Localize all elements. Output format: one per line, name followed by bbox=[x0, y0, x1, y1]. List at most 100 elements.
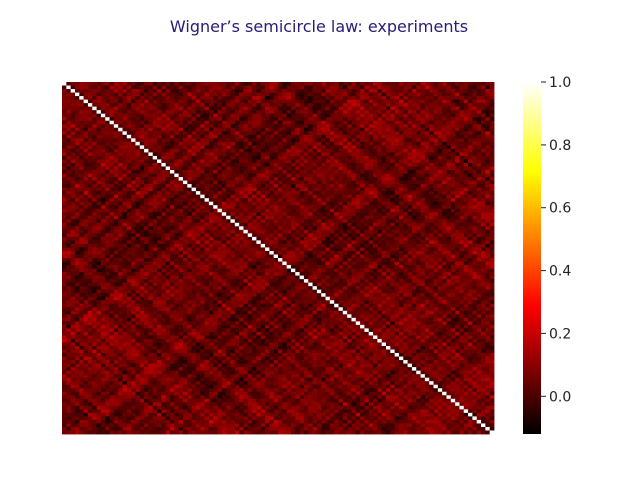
heatmap-cell bbox=[113, 110, 119, 115]
heatmap-cell bbox=[407, 222, 413, 227]
heatmap-cell bbox=[347, 159, 352, 164]
heatmap-cell bbox=[79, 254, 84, 259]
heatmap-cell bbox=[442, 247, 447, 252]
heatmap-cell bbox=[450, 138, 456, 143]
heatmap-cell bbox=[92, 247, 97, 252]
heatmap-cell bbox=[321, 110, 326, 115]
heatmap-cell bbox=[269, 85, 275, 90]
heatmap-cell bbox=[226, 159, 231, 164]
heatmap-cell bbox=[139, 155, 145, 160]
heatmap-cell bbox=[420, 138, 426, 143]
heatmap-cell bbox=[368, 250, 374, 255]
heatmap-cell bbox=[83, 117, 89, 122]
heatmap-cell bbox=[243, 138, 249, 143]
heatmap-cell bbox=[411, 141, 417, 146]
heatmap-cell bbox=[342, 131, 348, 136]
heatmap-cell bbox=[394, 92, 400, 97]
heatmap-cell bbox=[234, 106, 240, 111]
heatmap-cell bbox=[381, 155, 387, 160]
heatmap-cell bbox=[282, 254, 288, 259]
heatmap-cell bbox=[170, 131, 175, 136]
heatmap-cell bbox=[394, 148, 400, 153]
heatmap-cell bbox=[355, 85, 361, 90]
heatmap-cell bbox=[485, 82, 491, 86]
heatmap-cell bbox=[424, 138, 430, 143]
heatmap-cell bbox=[256, 99, 262, 104]
heatmap-cell bbox=[96, 120, 102, 125]
heatmap-cell bbox=[256, 92, 262, 97]
heatmap-cell bbox=[355, 131, 361, 136]
heatmap-cell bbox=[165, 155, 171, 160]
heatmap-cell bbox=[126, 152, 132, 157]
heatmap-cell bbox=[485, 177, 491, 181]
heatmap-cell bbox=[364, 159, 370, 164]
heatmap-cell bbox=[269, 106, 275, 111]
heatmap-cell bbox=[429, 233, 434, 238]
heatmap-cell bbox=[299, 229, 305, 234]
heatmap-cell bbox=[489, 194, 495, 199]
heatmap-cell bbox=[122, 85, 128, 90]
heatmap-cell bbox=[381, 205, 387, 210]
heatmap-cell bbox=[398, 124, 404, 129]
heatmap-cell bbox=[347, 219, 352, 224]
heatmap-cell bbox=[290, 103, 296, 108]
heatmap-cell bbox=[157, 85, 162, 90]
heatmap-cell bbox=[468, 92, 473, 97]
heatmap-cell bbox=[433, 159, 439, 164]
heatmap-cell bbox=[256, 250, 262, 255]
heatmap-cell bbox=[278, 243, 283, 248]
heatmap-cell bbox=[157, 99, 162, 104]
heatmap-cell bbox=[239, 159, 244, 164]
heatmap-cell bbox=[139, 159, 145, 164]
heatmap-cell bbox=[126, 194, 132, 199]
heatmap-cell bbox=[247, 127, 253, 132]
heatmap-cell bbox=[450, 145, 456, 150]
heatmap-cell bbox=[170, 82, 175, 86]
heatmap-cell bbox=[221, 201, 227, 206]
heatmap-cell bbox=[442, 170, 447, 174]
heatmap-cell bbox=[66, 134, 72, 139]
heatmap-cell bbox=[351, 120, 357, 125]
heatmap-cell bbox=[191, 243, 197, 248]
heatmap-cell bbox=[269, 99, 275, 104]
heatmap-cell bbox=[446, 117, 452, 122]
heatmap-cell bbox=[87, 194, 93, 199]
heatmap-cell bbox=[303, 240, 309, 245]
heatmap-cell bbox=[360, 152, 365, 157]
heatmap-cell bbox=[312, 184, 318, 188]
heatmap-cell bbox=[299, 103, 305, 108]
heatmap-cell bbox=[476, 205, 482, 210]
heatmap-cell bbox=[489, 250, 495, 255]
heatmap-cell bbox=[226, 117, 231, 122]
heatmap-cell bbox=[360, 141, 365, 146]
heatmap-cell bbox=[195, 110, 201, 115]
heatmap-cell bbox=[152, 180, 158, 185]
heatmap-cell bbox=[286, 243, 292, 248]
heatmap-cell bbox=[351, 89, 357, 93]
heatmap-cell bbox=[446, 96, 452, 100]
heatmap-cell bbox=[217, 155, 223, 160]
heatmap-cell bbox=[135, 152, 141, 157]
heatmap-cell bbox=[312, 162, 318, 167]
heatmap-cell bbox=[260, 233, 266, 238]
heatmap-cell bbox=[472, 240, 478, 245]
heatmap-cell bbox=[338, 236, 344, 241]
heatmap-cell bbox=[92, 152, 97, 157]
heatmap-cell bbox=[290, 159, 296, 164]
heatmap-cell bbox=[74, 201, 80, 206]
heatmap-cell bbox=[407, 96, 413, 100]
heatmap-cell bbox=[398, 208, 404, 213]
heatmap-cell bbox=[252, 226, 257, 231]
heatmap-cell bbox=[178, 166, 184, 171]
heatmap-diagonal-cell bbox=[70, 89, 76, 93]
heatmap-cell bbox=[109, 233, 115, 238]
heatmap-cell bbox=[403, 215, 408, 220]
heatmap-cell bbox=[105, 106, 110, 111]
heatmap-cell bbox=[157, 155, 162, 160]
heatmap-cell bbox=[100, 229, 106, 234]
heatmap-cell bbox=[455, 226, 460, 231]
heatmap-cell bbox=[247, 219, 253, 224]
heatmap-cell bbox=[260, 89, 266, 93]
heatmap-cell bbox=[161, 124, 167, 129]
heatmap-cell bbox=[243, 89, 249, 93]
